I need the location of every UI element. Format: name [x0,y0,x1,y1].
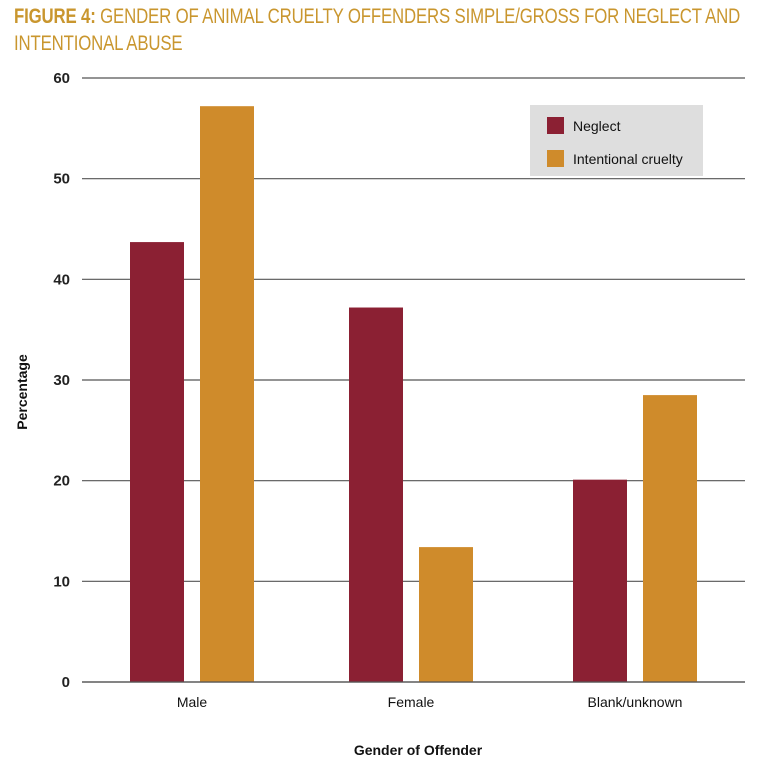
bar-intentional-cruelty-female [419,547,473,682]
x-category-label: Blank/unknown [588,694,683,710]
bars [82,106,745,683]
x-category-label: Male [177,694,208,710]
legend: Neglect Intentional cruelty [530,105,703,176]
bar-neglect-male [130,242,184,682]
bar-neglect-blank-unknown [573,479,627,682]
y-tick-label: 60 [53,70,70,87]
y-tick-label: 30 [53,372,70,389]
y-tick-label: 20 [53,473,70,490]
y-axis-title: Percentage [14,354,30,430]
bar-intentional-cruelty-male [200,106,254,683]
legend-label: Neglect [573,118,621,134]
chart-title-text: GENDER OF ANIMAL CRUELTY OFFENDERS SIMPL… [14,5,741,55]
legend-label: Intentional cruelty [573,151,683,167]
legend-swatch [547,117,564,134]
bar-neglect-female [349,307,403,682]
y-tick-label: 10 [53,573,70,590]
y-tick-label: 50 [53,171,70,188]
y-tick-label: 40 [53,271,70,288]
chart-title: FIGURE 4: GENDER OF ANIMAL CRUELTY OFFEN… [14,3,766,57]
legend-swatch [547,150,564,167]
x-axis-categories: Male Female Blank/unknown [177,694,683,710]
y-axis-ticks: 0 10 20 30 40 50 60 [53,70,70,691]
chart-title-lead: FIGURE 4: [14,5,96,28]
x-category-label: Female [388,694,435,710]
bar-intentional-cruelty-blank-unknown [643,395,697,682]
x-axis-title: Gender of Offender [354,742,483,758]
y-tick-label: 0 [62,674,70,691]
